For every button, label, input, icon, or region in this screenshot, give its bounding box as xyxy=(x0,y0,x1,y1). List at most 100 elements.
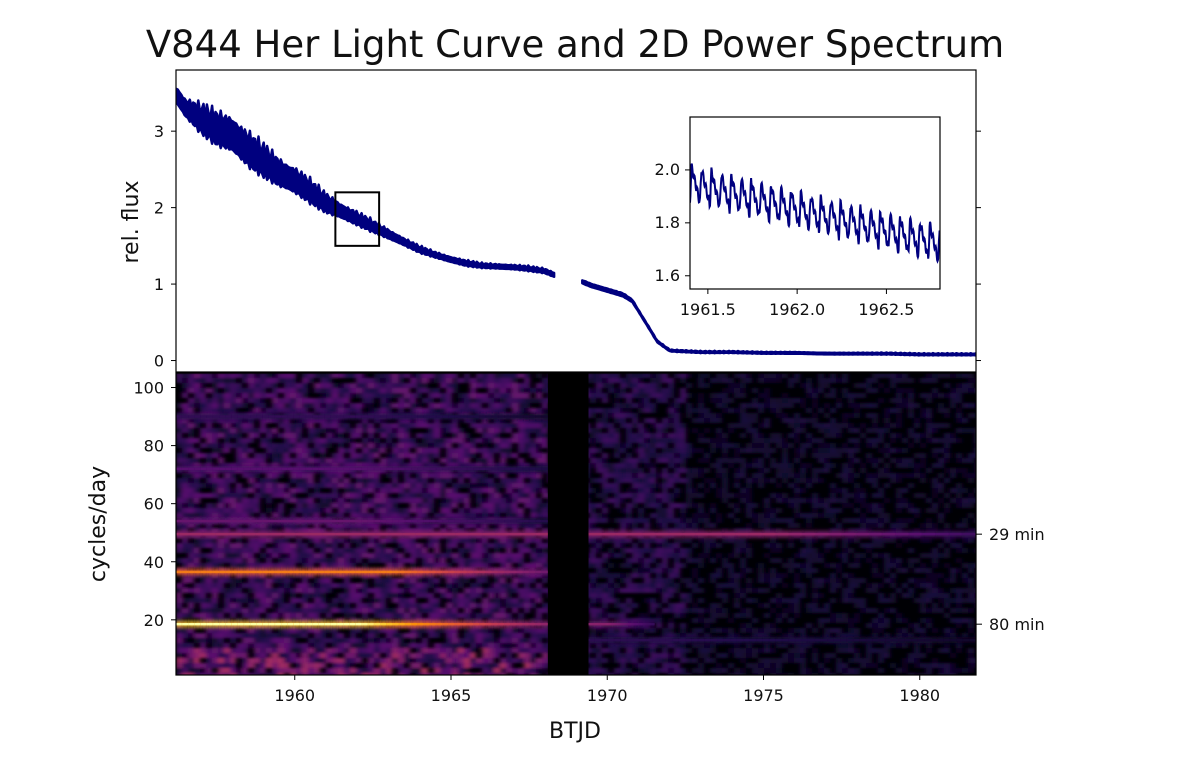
spectrum-noise-cell xyxy=(590,388,596,393)
spectrum-noise-cell xyxy=(260,398,266,403)
spectrum-noise-cell xyxy=(188,448,194,453)
spectrum-noise-cell xyxy=(200,573,206,578)
spectrum-noise-cell xyxy=(470,588,476,593)
spectrum-noise-cell xyxy=(944,373,950,378)
spectrum-noise-cell xyxy=(386,523,392,528)
spectrum-noise-cell xyxy=(398,448,404,453)
spectrum-noise-cell xyxy=(746,543,752,548)
spectrum-noise-cell xyxy=(680,453,686,458)
spectrum-noise-cell xyxy=(344,598,350,603)
spectrum-noise-cell xyxy=(434,493,440,498)
spectrum-noise-cell xyxy=(500,483,506,488)
spectrum-noise-cell xyxy=(614,503,620,508)
spectrum-noise-cell xyxy=(446,563,452,568)
spectrum-noise-cell xyxy=(530,598,536,603)
spectrum-noise-cell xyxy=(476,548,482,553)
spectrum-noise-cell xyxy=(602,433,608,438)
spectrum-noise-cell xyxy=(284,453,290,458)
spectrum-noise-cell xyxy=(878,543,884,548)
spectrum-noise-cell xyxy=(182,523,188,528)
spectrum-noise-cell xyxy=(698,493,704,498)
spectrum-noise-cell xyxy=(884,423,890,428)
spectrum-noise-cell xyxy=(236,463,242,468)
spectrum-noise-cell xyxy=(398,388,404,393)
spectrum-noise-cell xyxy=(626,468,632,473)
spectrum-noise-cell xyxy=(422,548,428,553)
spectrum-noise-cell xyxy=(620,578,626,583)
spectrum-noise-cell xyxy=(320,428,326,433)
spectrum-noise-cell xyxy=(464,618,470,623)
spectrum-noise-cell xyxy=(236,373,242,378)
spectrum-noise-cell xyxy=(494,588,500,593)
spectrum-noise-cell xyxy=(278,453,284,458)
spectrum-noise-cell xyxy=(338,633,344,638)
spectrum-noise-cell xyxy=(932,603,938,608)
spectrum-noise-cell xyxy=(200,538,206,543)
spectrum-noise-cell xyxy=(242,498,248,503)
spectrum-noise-cell xyxy=(344,508,350,513)
spectrum-noise-cell xyxy=(338,383,344,388)
spectrum-noise-cell xyxy=(650,438,656,443)
spectrum-noise-cell xyxy=(296,453,302,458)
spectrum-noise-cell xyxy=(656,623,662,628)
spectrum-noise-cell xyxy=(320,483,326,488)
spectrum-noise-cell xyxy=(860,518,866,523)
spectrum-noise-cell xyxy=(272,598,278,603)
spectrum-noise-cell xyxy=(830,598,836,603)
spectrum-noise-cell xyxy=(650,483,656,488)
spectrum-noise-cell xyxy=(704,548,710,553)
spectrum-noise-cell xyxy=(536,598,542,603)
spectrum-noise-cell xyxy=(770,433,776,438)
spectrum-noise-cell xyxy=(710,398,716,403)
spectrum-noise-cell xyxy=(200,443,206,448)
spectrum-noise-cell xyxy=(410,628,416,633)
spectrum-noise-cell xyxy=(800,593,806,598)
spectrum-noise-cell xyxy=(386,498,392,503)
spectrum-noise-cell xyxy=(722,558,728,563)
spectrum-noise-cell xyxy=(734,613,740,618)
spectrum-noise-cell xyxy=(662,628,668,633)
spectrum-noise-cell xyxy=(962,458,968,463)
spectrum-noise-cell xyxy=(512,478,518,483)
spectrum-noise-cell xyxy=(608,598,614,603)
spectrum-noise-cell xyxy=(644,568,650,573)
spectrum-noise-cell xyxy=(506,453,512,458)
spectrum-noise-cell xyxy=(188,508,194,513)
spectrum-noise-cell xyxy=(602,518,608,523)
spectrum-noise-cell xyxy=(866,548,872,553)
spectrum-noise-cell xyxy=(842,553,848,558)
spectrum-noise-cell xyxy=(860,433,866,438)
spectrum-noise-cell xyxy=(386,428,392,433)
spectrum-noise-cell xyxy=(764,423,770,428)
spectrum-noise-cell xyxy=(938,543,944,548)
spectrum-noise-cell xyxy=(182,628,188,633)
spectrum-noise-cell xyxy=(314,383,320,388)
spectrum-noise-cell xyxy=(386,458,392,463)
spectrum-noise-cell xyxy=(866,473,872,478)
spectrum-noise-cell xyxy=(500,498,506,503)
spectrum-noise-cell xyxy=(422,563,428,568)
spectrum-noise-cell xyxy=(212,488,218,493)
spectrum-noise-cell xyxy=(794,553,800,558)
spectrum-noise-cell xyxy=(392,488,398,493)
spectrum-noise-cell xyxy=(596,568,602,573)
spectrum-noise-cell xyxy=(626,473,632,478)
spectrum-noise-cell xyxy=(302,513,308,518)
spectrum-noise-cell xyxy=(236,493,242,498)
spectrum-noise-cell xyxy=(452,428,458,433)
spectrum-noise-cell xyxy=(590,443,596,448)
spectrum-noise-cell xyxy=(920,458,926,463)
spectrum-noise-cell xyxy=(206,553,212,558)
spectrum-noise-cell xyxy=(710,478,716,483)
spectrum-noise-cell xyxy=(536,523,542,528)
spectrum-noise-cell xyxy=(740,548,746,553)
spectrum-noise-cell xyxy=(614,438,620,443)
spectrum-noise-cell xyxy=(758,433,764,438)
spectrum-noise-cell xyxy=(434,628,440,633)
spectrum-noise-cell xyxy=(518,393,524,398)
spectrum-noise-cell xyxy=(926,618,932,623)
spectrum-noise-cell xyxy=(356,603,362,608)
spectrum-noise-cell xyxy=(920,598,926,603)
spectrum-noise-cell xyxy=(686,538,692,543)
spectrum-noise-cell xyxy=(932,438,938,443)
